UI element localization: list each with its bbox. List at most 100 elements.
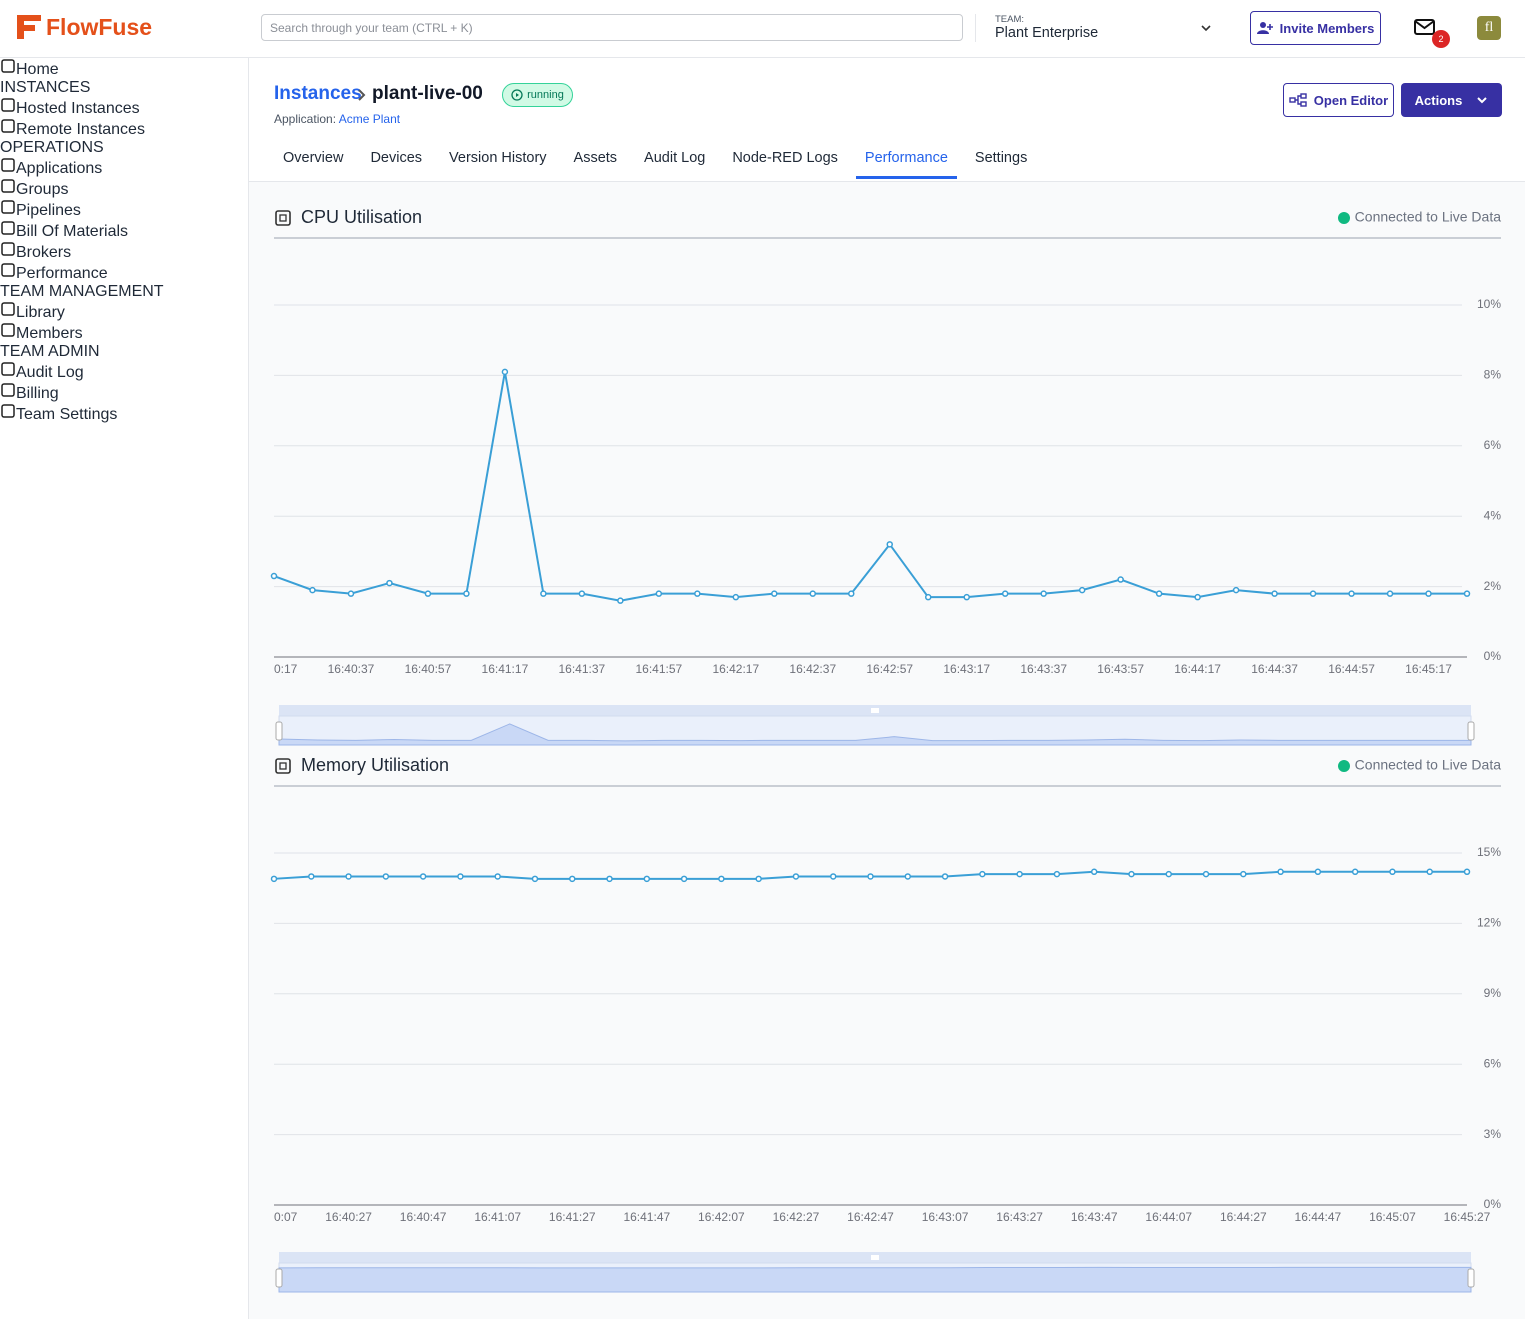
tab[interactable]: Assets [573,150,618,166]
x-tick-label: 16:44:17 [1174,662,1221,676]
team-name[interactable]: Plant Enterprise [995,25,1099,41]
x-tick-label: 16:43:17 [943,662,990,676]
tab[interactable]: Audit Log [644,150,706,166]
x-tick-label: 16:43:37 [1020,662,1067,676]
x-tick-label: 16:44:37 [1251,662,1298,676]
point [309,586,316,594]
point [1232,586,1240,594]
tab[interactable]: Settings [974,150,1028,166]
point [345,873,352,880]
nav-label: Members [16,325,83,342]
notifications[interactable] [1413,18,1453,50]
icon [1289,93,1307,107]
x-tick-label: 16:44:57 [1328,662,1375,676]
point [1194,593,1201,601]
point [904,873,912,880]
tab[interactable]: Overview [283,150,344,166]
icon [1477,97,1488,104]
nav-label: Library [16,304,65,321]
nav-icon [1,242,15,256]
tab active[interactable]: Performance [855,146,957,179]
point [1240,870,1247,878]
point [1078,586,1086,594]
chart-icon [279,762,287,770]
nav-label: Pipelines [16,202,81,219]
sidebar: Home INSTANCES Hosted Instances Remote Inst… [0,58,249,1319]
nav-icon [1,59,15,73]
tab[interactable]: Devices [370,150,423,166]
point [1165,870,1172,878]
point [569,875,576,883]
nav-item[interactable]: Groups [0,178,248,199]
breadcrumb[interactable]: Instances [274,83,362,104]
nav-item[interactable]: Audit Log [0,361,248,382]
point [1426,868,1433,876]
nav-item[interactable]: Home [0,58,248,79]
nav-icon [1,323,15,337]
nav-item[interactable]: Library [0,301,248,322]
avatar[interactable]: fl [1477,16,1501,40]
search[interactable]: Search through your team (CTRL + K) [261,14,963,41]
chart-icon [275,758,291,774]
nav-item[interactable]: Billing [0,382,248,403]
actions-button[interactable]: Actions [1401,83,1502,117]
point [270,875,278,883]
invite-button[interactable]: Invite Members [1250,11,1381,45]
nav-label: Bill Of Materials [16,223,129,240]
nav-label: Home [16,61,59,78]
point [1271,590,1278,597]
tab[interactable]: Node-RED Logs [732,150,838,166]
application-link[interactable]: Acme Plant [338,112,401,126]
point [924,593,932,601]
point [941,873,949,880]
chart-title: CPU Utilisation [301,207,422,227]
nav-item[interactable]: Pipelines [0,199,248,220]
y-tick-label: 0% [1484,1197,1502,1211]
point [1053,870,1061,878]
zoom-grip [871,1255,879,1260]
nav-item[interactable]: Hosted Instances [0,97,248,118]
x-tick-label: 16:43:07 [922,1210,969,1224]
x-tick-label: 16:41:07 [474,1210,521,1224]
nav-title: TEAM MANAGEMENT [0,283,164,300]
zoom-area [278,1266,1472,1293]
point [694,590,701,597]
cpu-line [273,371,1467,602]
point [463,590,470,597]
nav-item[interactable]: Performance [0,262,248,283]
y-tick-label: 8% [1484,368,1502,382]
point [829,873,837,880]
open-editor-button[interactable]: Open Editor [1283,83,1394,117]
point [540,590,547,597]
chevron[interactable] [1200,22,1212,34]
nav-item[interactable]: Team Settings [0,403,248,424]
point [1348,590,1355,597]
actions-label: Actions [1414,92,1463,108]
nav-label: Remote Instances [16,121,145,138]
nav-item[interactable]: Members [0,322,248,343]
nav-item[interactable]: Applications [0,157,248,178]
live-dot [1338,760,1350,772]
x-tick-label: 16:45:27 [1444,1210,1491,1224]
x-tick-label: 16:43:27 [996,1210,1043,1224]
point [1090,868,1098,876]
nav-item[interactable]: Bill Of Materials [0,220,248,241]
nav-title: OPERATIONS [0,139,104,156]
point [771,590,778,597]
x-tick-label: 16:41:17 [482,662,529,676]
nav-icon [1,302,15,316]
point [1128,870,1135,878]
x-tick-label: 16:44:07 [1145,1210,1192,1224]
point [501,368,509,376]
nav-item[interactable]: Remote Instances [0,118,248,139]
x-tick-label: 16:41:57 [635,662,682,676]
instance-name: plant-live-00 [372,83,483,104]
tab[interactable]: Version History [449,150,547,166]
point [457,873,464,880]
point [531,875,539,883]
nav-item[interactable]: Brokers [0,241,248,262]
point [386,579,393,587]
nav-label: Team Settings [16,406,118,423]
status: running [527,89,564,101]
nav-icon [1,221,15,235]
